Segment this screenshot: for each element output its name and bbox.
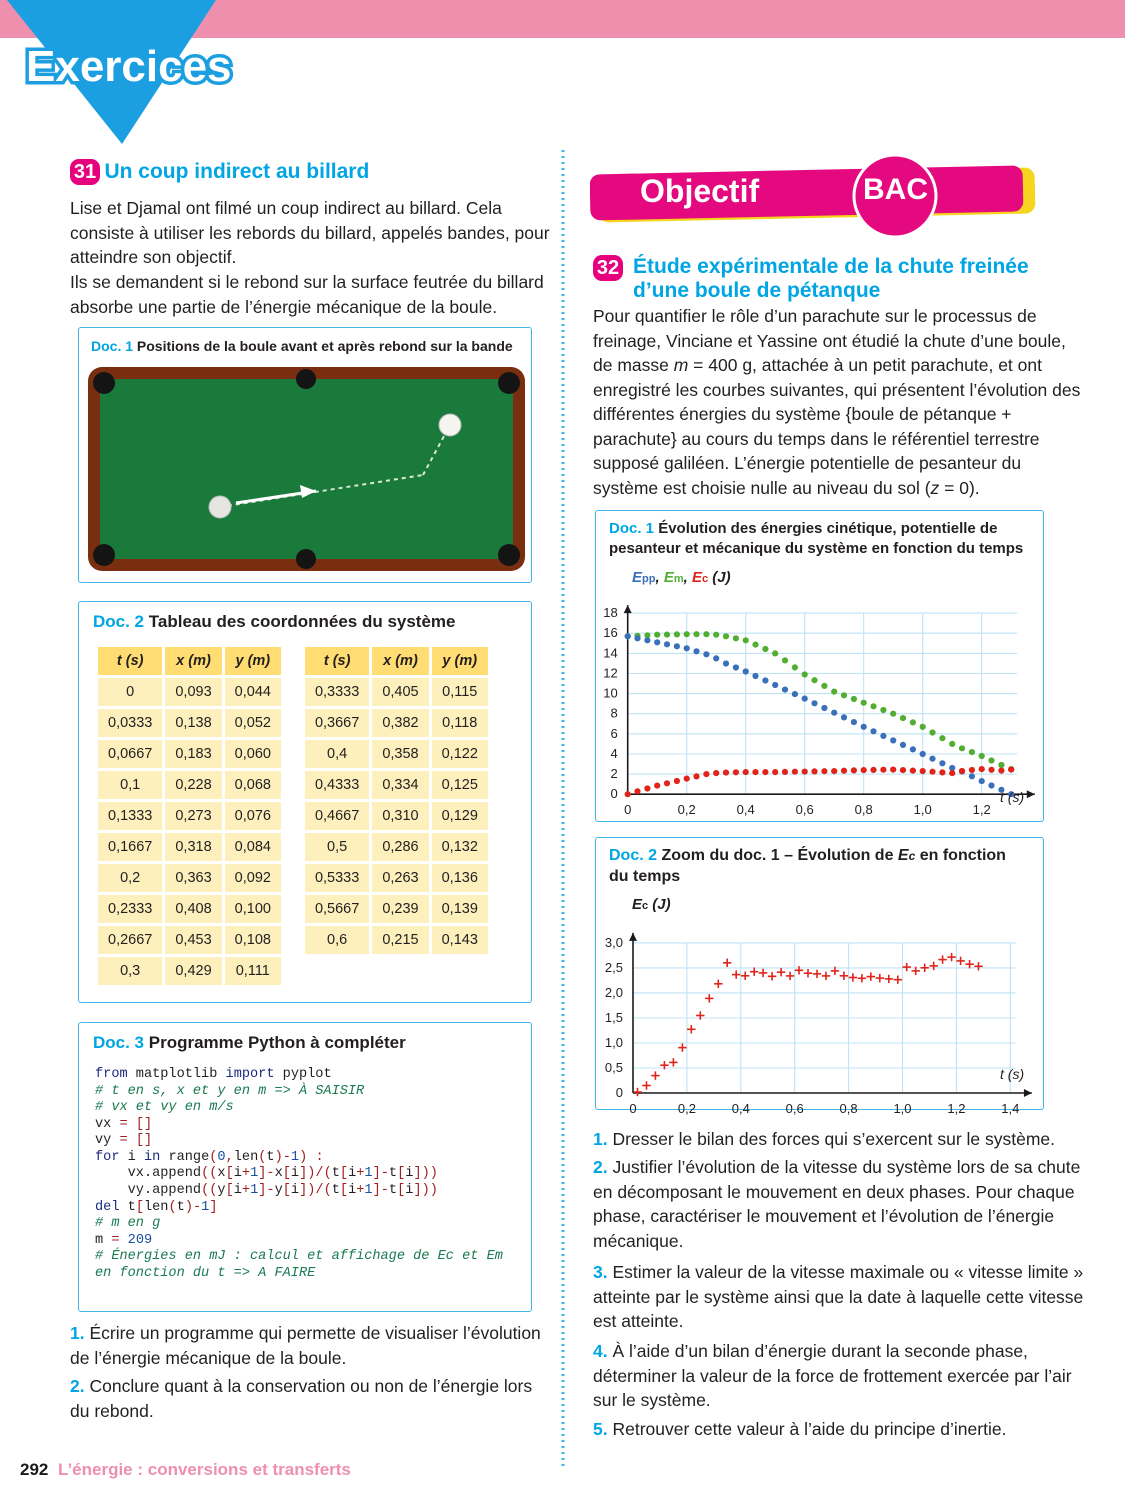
- svg-text:4: 4: [610, 746, 617, 761]
- svg-text:0,2: 0,2: [678, 802, 696, 817]
- svg-text:2: 2: [610, 766, 617, 781]
- svg-text:1,2: 1,2: [973, 802, 991, 817]
- svg-text:0,6: 0,6: [786, 1101, 804, 1116]
- svg-text:0,4: 0,4: [732, 1101, 750, 1116]
- svg-text:0,4: 0,4: [737, 802, 755, 817]
- svg-text:16: 16: [603, 625, 617, 640]
- svg-text:0,6: 0,6: [796, 802, 814, 817]
- svg-text:1,0: 1,0: [893, 1101, 911, 1116]
- svg-text:2,0: 2,0: [605, 985, 623, 1000]
- svg-text:12: 12: [603, 666, 617, 681]
- svg-text:2,5: 2,5: [605, 960, 623, 975]
- svg-text:8: 8: [610, 706, 617, 721]
- svg-text:0: 0: [610, 786, 617, 801]
- svg-text:1,5: 1,5: [605, 1010, 623, 1025]
- svg-text:0,8: 0,8: [840, 1101, 858, 1116]
- svg-text:0,8: 0,8: [855, 802, 873, 817]
- svg-text:0: 0: [624, 802, 631, 817]
- svg-text:1,0: 1,0: [605, 1035, 623, 1050]
- svg-text:1,4: 1,4: [1001, 1101, 1019, 1116]
- svg-text:1,2: 1,2: [947, 1101, 965, 1116]
- svg-text:3,0: 3,0: [605, 935, 623, 950]
- svg-text:14: 14: [603, 645, 617, 660]
- svg-text:0: 0: [616, 1085, 623, 1100]
- svg-text:18: 18: [603, 605, 617, 620]
- svg-text:1,0: 1,0: [914, 802, 932, 817]
- svg-text:0,5: 0,5: [605, 1060, 623, 1075]
- svg-text:6: 6: [610, 726, 617, 741]
- svg-text:0: 0: [629, 1101, 636, 1116]
- svg-text:10: 10: [603, 686, 617, 701]
- svg-text:0,2: 0,2: [678, 1101, 696, 1116]
